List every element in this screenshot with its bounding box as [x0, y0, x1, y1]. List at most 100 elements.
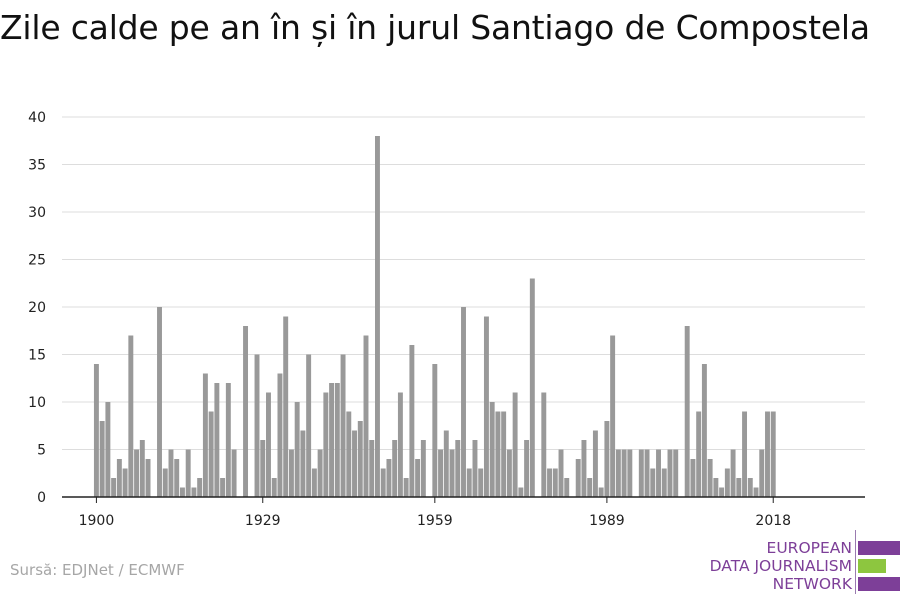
bar — [415, 459, 421, 497]
bar — [673, 449, 679, 497]
bar — [134, 449, 140, 497]
bar — [701, 364, 707, 497]
bar — [403, 478, 409, 497]
bar — [346, 411, 352, 497]
x-tick-label: 1900 — [79, 513, 115, 529]
bar — [283, 316, 289, 497]
y-tick-label: 40 — [28, 110, 46, 126]
bar — [719, 487, 725, 497]
bar — [667, 449, 673, 497]
bar — [323, 392, 329, 497]
bar — [707, 459, 713, 497]
bar — [243, 326, 249, 497]
y-tick-label: 35 — [28, 158, 46, 174]
bar — [610, 335, 616, 497]
bar — [770, 411, 776, 497]
bar — [506, 449, 512, 497]
bar — [369, 440, 375, 497]
bar — [168, 449, 174, 497]
bar — [552, 468, 558, 497]
bar — [266, 392, 271, 497]
bar — [139, 440, 145, 497]
bar — [438, 449, 444, 497]
logo-text-line-1: EUROPEAN — [766, 539, 852, 557]
bar — [621, 449, 627, 497]
logo-text-line-2: DATA JOURNALISM — [709, 557, 852, 575]
bar — [329, 383, 335, 497]
bar — [122, 468, 128, 497]
bar — [231, 449, 237, 497]
y-axis-tick-labels: 0 5 10 15 20 25 30 35 40 — [28, 110, 46, 506]
bar — [397, 392, 403, 497]
bar — [547, 468, 553, 497]
bar — [564, 478, 570, 497]
y-tick-label: 5 — [37, 443, 46, 459]
bar — [696, 411, 702, 497]
logo-text-line-3: NETWORK — [772, 575, 852, 593]
bar — [392, 440, 398, 497]
bar — [409, 345, 415, 497]
bar — [225, 383, 231, 497]
logo-bar-purple-bottom — [858, 577, 900, 591]
bar — [157, 307, 162, 497]
bar — [311, 468, 317, 497]
bar — [208, 411, 214, 497]
bar — [615, 449, 621, 497]
page-title: Zile calde pe an în și în jurul Santiago… — [0, 8, 870, 47]
x-axis-tick-labels: 1900 1929 1959 1989 2018 — [79, 513, 791, 529]
bar — [449, 449, 455, 497]
bar — [765, 411, 770, 497]
bar — [340, 354, 346, 497]
y-tick-label: 20 — [28, 300, 46, 316]
bar — [455, 440, 461, 497]
logo-bar-purple-top — [858, 541, 900, 555]
bar — [111, 478, 117, 497]
bar — [661, 468, 667, 497]
bar — [363, 335, 369, 497]
bar — [541, 392, 547, 497]
logo-bar-green — [858, 559, 886, 573]
bar — [730, 449, 736, 497]
bar — [260, 440, 266, 497]
bar — [174, 459, 180, 497]
y-tick-label: 30 — [28, 205, 46, 221]
bar — [294, 402, 300, 497]
y-tick-label: 0 — [37, 490, 46, 506]
bar — [690, 459, 696, 497]
bar — [518, 487, 524, 497]
edjnet-logo[interactable]: EUROPEAN DATA JOURNALISM NETWORK — [660, 530, 900, 594]
bar — [713, 478, 719, 497]
bars — [93, 136, 776, 497]
bar — [558, 449, 564, 497]
x-tick-label: 1929 — [245, 513, 281, 529]
bar — [524, 440, 530, 497]
bar — [185, 449, 191, 497]
bar — [581, 440, 587, 497]
bar — [461, 307, 466, 497]
bar — [202, 373, 208, 497]
bar — [684, 326, 690, 497]
bar — [489, 402, 495, 497]
source-note: Sursă: EDJNet / ECMWF — [10, 561, 185, 579]
bar — [93, 364, 99, 497]
bar — [638, 449, 644, 497]
bar — [220, 478, 226, 497]
bar — [747, 478, 753, 497]
bar — [753, 487, 759, 497]
bar — [724, 468, 730, 497]
bar — [197, 478, 203, 497]
x-axis — [62, 496, 865, 503]
bar — [116, 459, 122, 497]
bar — [483, 316, 489, 497]
bar — [478, 468, 484, 497]
y-tick-label: 10 — [28, 395, 46, 411]
bar — [277, 373, 283, 497]
bar — [214, 383, 220, 497]
bar — [598, 487, 604, 497]
bar — [495, 411, 501, 497]
bar — [271, 478, 277, 497]
bar — [179, 487, 185, 497]
bar — [288, 449, 294, 497]
bar — [254, 354, 260, 497]
